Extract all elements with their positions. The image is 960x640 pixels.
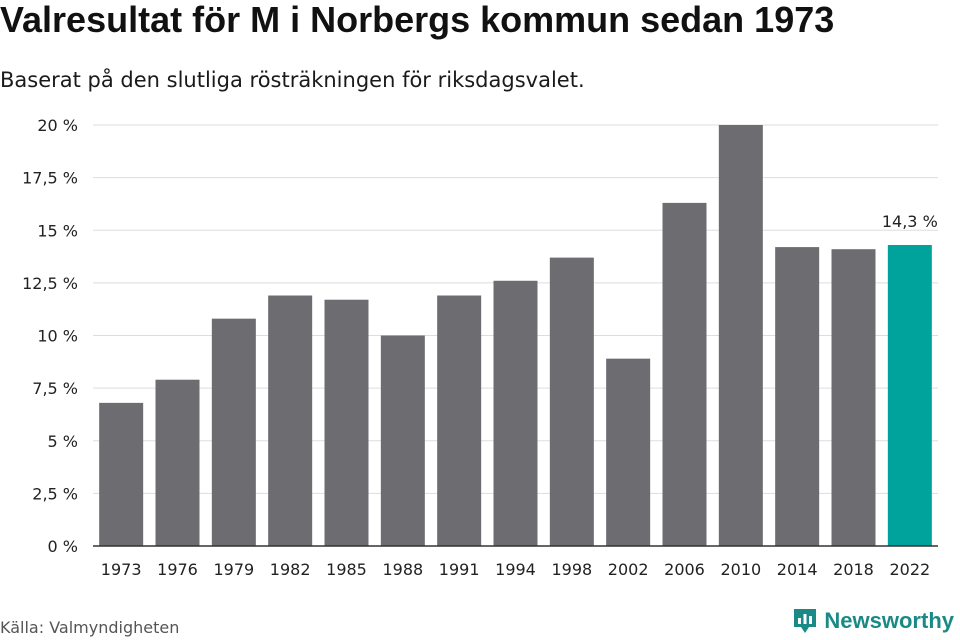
- y-tick-label: 15 %: [37, 221, 78, 240]
- bar: [549, 257, 594, 546]
- x-tick-label: 1998: [551, 560, 592, 579]
- x-tick-label: 2010: [720, 560, 761, 579]
- x-tick-label: 2022: [889, 560, 930, 579]
- x-tick-label: 1979: [213, 560, 254, 579]
- x-tick-label: 1994: [495, 560, 536, 579]
- newsworthy-logo-icon: [792, 607, 818, 635]
- source-note: Källa: Valmyndigheten: [0, 618, 180, 637]
- brand-name: Newsworthy: [824, 608, 954, 633]
- bar: [718, 125, 763, 546]
- annotations: 14,3 %: [882, 212, 938, 231]
- y-tick-label: 5 %: [48, 432, 78, 451]
- y-axis-tick-labels: 0 % 2,5 % 5 % 7,5 % 10 % 12,5 % 15 % 17,5 % 20 %: [22, 116, 78, 556]
- bar: [775, 247, 820, 546]
- bar: [606, 358, 651, 546]
- y-tick-label: 0 %: [48, 537, 78, 556]
- bar: [662, 202, 707, 546]
- y-tick-label: 12,5 %: [22, 274, 78, 293]
- y-tick-label: 17,5 %: [22, 169, 78, 188]
- data-label-2022: 14,3 %: [882, 212, 938, 231]
- bars: [99, 125, 932, 547]
- y-tick-label: 10 %: [37, 327, 78, 346]
- x-tick-label: 2014: [777, 560, 818, 579]
- x-tick-label: 1991: [439, 560, 480, 579]
- bar: [211, 318, 256, 546]
- x-tick-label: 2006: [664, 560, 705, 579]
- bar: [324, 299, 369, 546]
- bar-highlighted: [887, 244, 932, 547]
- x-tick-label: 1982: [270, 560, 311, 579]
- y-tick-label: 20 %: [37, 116, 78, 135]
- x-tick-label: 2002: [608, 560, 649, 579]
- chart-title: Valresultat för M i Norbergs kommun seda…: [0, 0, 835, 40]
- y-tick-label: 2,5 %: [32, 484, 78, 503]
- bar: [380, 335, 425, 546]
- bar: [155, 379, 200, 546]
- x-tick-label: 1973: [101, 560, 142, 579]
- brand-logo: Newsworthy: [792, 607, 954, 635]
- x-axis-tick-labels: 1973 1976 1979 1982 1985 1988 1991 1994 1998 2002…: [101, 560, 930, 579]
- y-tick-label: 7,5 %: [32, 379, 78, 398]
- x-tick-label: 1988: [382, 560, 423, 579]
- bar: [437, 295, 482, 546]
- x-tick-label: 1976: [157, 560, 198, 579]
- bar: [268, 295, 313, 546]
- bar: [493, 280, 538, 546]
- x-tick-label: 2018: [833, 560, 874, 579]
- x-tick-label: 1985: [326, 560, 367, 579]
- bar: [99, 402, 144, 546]
- bar: [831, 249, 876, 546]
- chart-subtitle: Baserat på den slutliga rösträkningen fö…: [0, 68, 585, 92]
